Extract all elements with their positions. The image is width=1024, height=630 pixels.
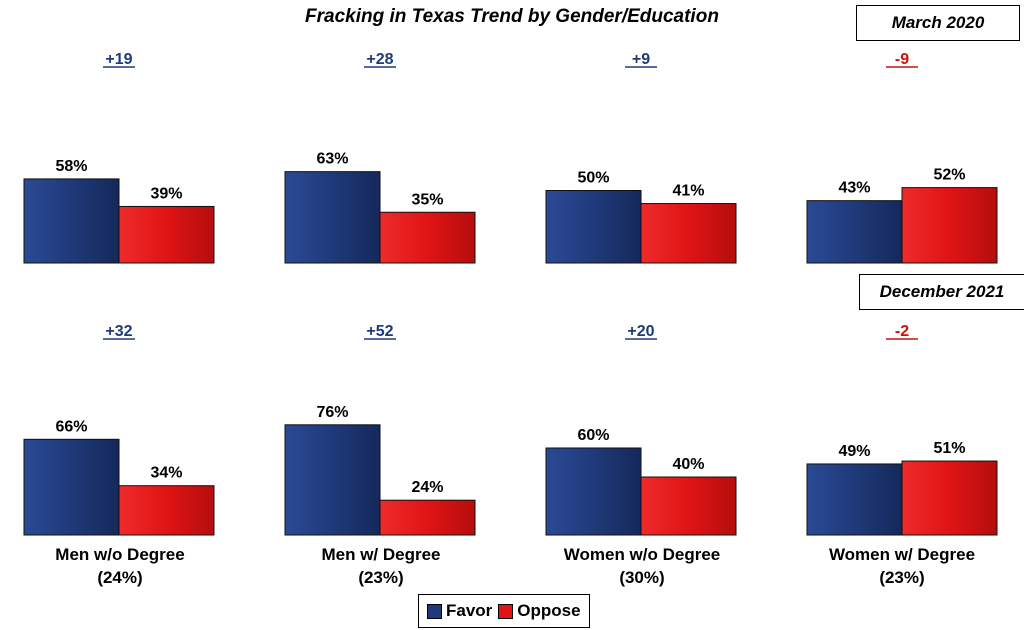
- category-share: (23%): [358, 568, 404, 587]
- category-label-men-no-degree: Men w/o Degree (24%): [0, 543, 240, 589]
- bar-oppose: [118, 205, 215, 264]
- value-label-favor: 58%: [55, 158, 87, 175]
- value-label-favor: 60%: [577, 427, 609, 444]
- value-label-oppose: 52%: [933, 167, 965, 184]
- value-label-favor: 50%: [577, 170, 609, 187]
- bar-oppose: [379, 499, 476, 536]
- value-label-favor: 49%: [838, 443, 870, 460]
- category-share: (24%): [97, 568, 143, 587]
- difference-label: +20: [627, 323, 654, 340]
- value-label-oppose: 39%: [150, 185, 182, 202]
- bar-oppose: [901, 187, 998, 264]
- category-share: (30%): [619, 568, 665, 587]
- bar-favor: [806, 200, 903, 264]
- value-label-favor: 43%: [838, 180, 870, 197]
- value-label-oppose: 40%: [672, 456, 704, 473]
- period-label-december-2021: December 2021: [859, 274, 1024, 310]
- value-label-oppose: 34%: [150, 465, 182, 482]
- category-name: Women w/ Degree: [828, 545, 976, 564]
- bar-favor: [545, 190, 642, 264]
- bar-favor: [284, 424, 381, 536]
- difference-label: +52: [366, 323, 393, 340]
- bar-oppose: [640, 476, 737, 536]
- period-label-march-2020: March 2020: [856, 5, 1020, 41]
- category-name: Women w/o Degree: [563, 545, 721, 564]
- legend-swatch-oppose: [498, 603, 514, 619]
- category-name: Men w/o Degree: [55, 545, 185, 564]
- difference-label: +9: [632, 51, 650, 68]
- category-share: (23%): [879, 568, 925, 587]
- bar-favor: [23, 438, 120, 536]
- category-label-women-no-degree: Women w/o Degree (30%): [522, 543, 762, 589]
- legend-item-oppose: Oppose: [498, 601, 581, 621]
- category-name: Men w/ Degree: [321, 545, 441, 564]
- value-label-favor: 76%: [316, 404, 348, 421]
- legend-swatch-favor: [427, 603, 442, 619]
- value-label-oppose: 41%: [672, 183, 704, 200]
- bar-oppose: [118, 485, 215, 536]
- difference-label: +28: [366, 51, 393, 68]
- value-label-favor: 66%: [55, 418, 87, 435]
- bar-favor: [284, 171, 381, 264]
- bar-oppose: [901, 460, 998, 536]
- difference-label: +32: [105, 323, 132, 340]
- bar-favor: [806, 463, 903, 536]
- chart-title: Fracking in Texas Trend by Gender/Educat…: [305, 6, 719, 27]
- bar-favor: [23, 178, 120, 264]
- value-label-oppose: 51%: [933, 440, 965, 457]
- category-label-women-degree: Women w/ Degree (23%): [782, 543, 1022, 589]
- bar-oppose: [640, 203, 737, 264]
- legend: Favor Oppose: [418, 594, 590, 628]
- category-label-men-degree: Men w/ Degree (23%): [261, 543, 501, 589]
- legend-label-oppose: Oppose: [517, 601, 581, 620]
- difference-label: +19: [105, 51, 132, 68]
- legend-label-favor: Favor: [446, 601, 493, 620]
- difference-label: -9: [895, 51, 909, 68]
- bar-favor: [545, 447, 642, 536]
- value-label-favor: 63%: [316, 151, 348, 168]
- legend-item-favor: Favor: [427, 601, 492, 621]
- difference-label: -2: [895, 323, 909, 340]
- value-label-oppose: 35%: [411, 191, 443, 208]
- bar-oppose: [379, 211, 476, 264]
- value-label-oppose: 24%: [411, 479, 443, 496]
